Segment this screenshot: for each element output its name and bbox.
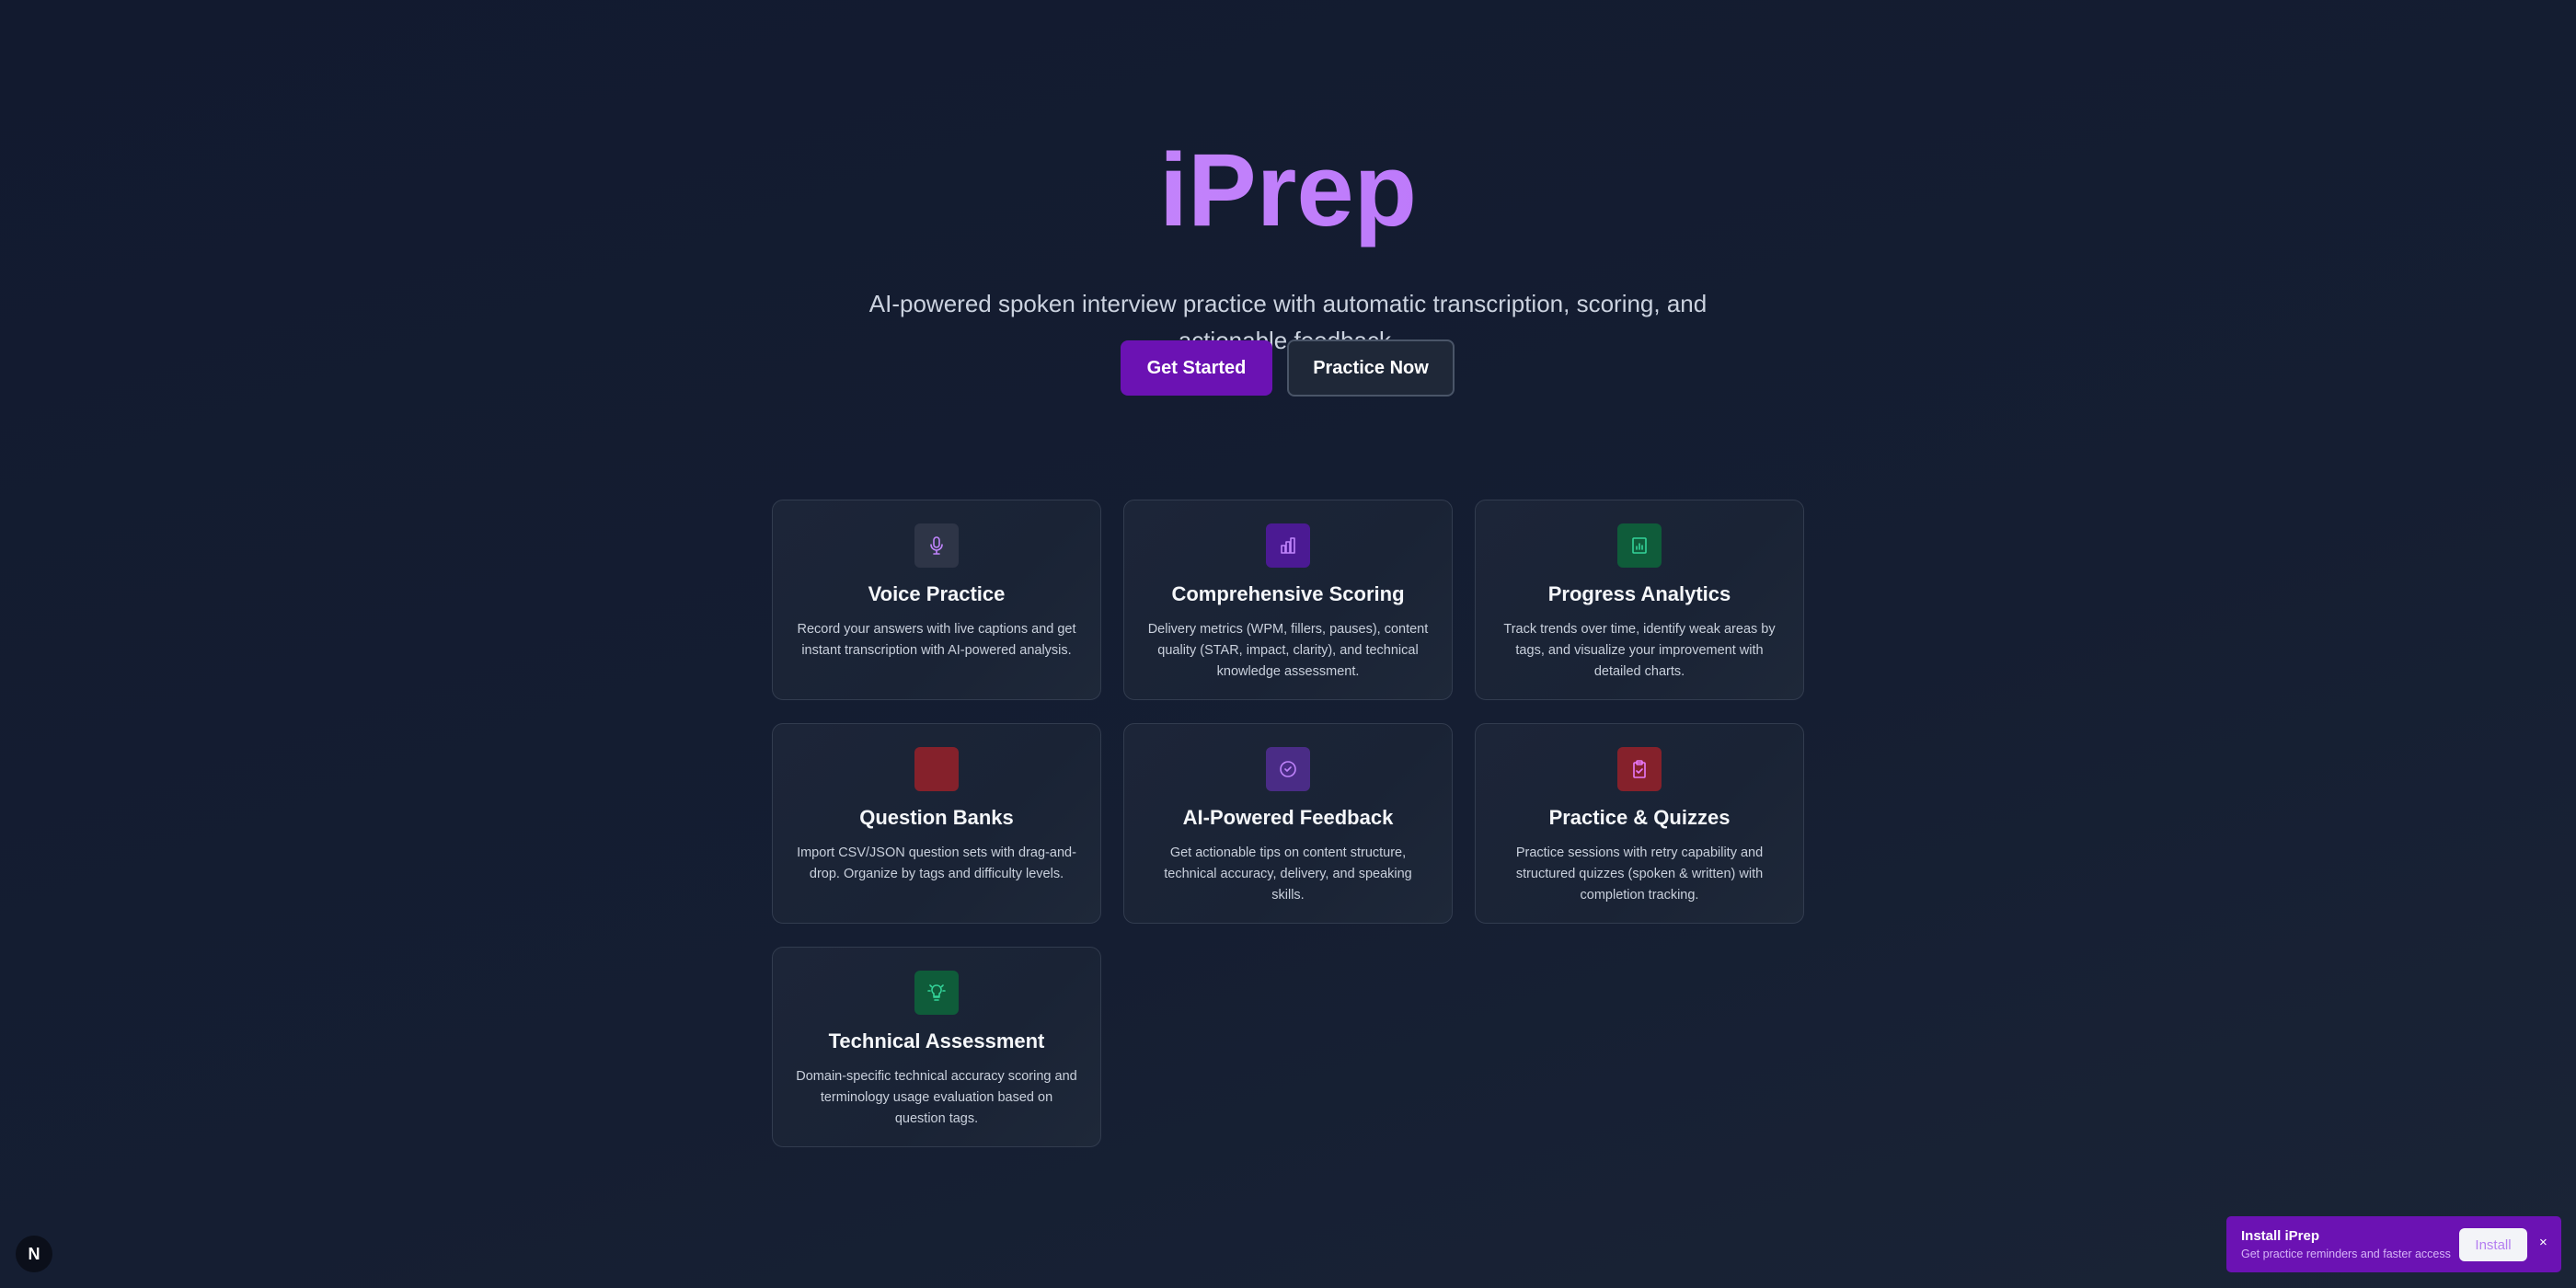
feature-description: Delivery metrics (WPM, fillers, pauses),… xyxy=(1147,622,1429,679)
feature-description: Import CSV/JSON question sets with drag-… xyxy=(797,845,1076,881)
feature-card: Voice Practice Record your answers with … xyxy=(772,500,1101,700)
feature-description: Get actionable tips on content structure… xyxy=(1164,845,1412,903)
feature-description: Practice sessions with retry capability … xyxy=(1515,845,1764,903)
bar-chart-icon xyxy=(1266,523,1310,568)
feature-title: Technical Assessment xyxy=(828,1029,1045,1052)
feature-title: Voice Practice xyxy=(868,582,1006,605)
feature-description: Track trends over time, identify weak ar… xyxy=(1503,622,1776,679)
feature-title: AI-Powered Feedback xyxy=(1182,806,1394,829)
install-banner-title: Install iPrep xyxy=(2241,1228,2320,1244)
feature-card: Technical Assessment Domain-specific tec… xyxy=(772,947,1101,1147)
install-banner-subtitle: Get practice reminders and faster access xyxy=(2241,1248,2451,1260)
feature-title: Progress Analytics xyxy=(1547,582,1731,605)
feature-title: Practice & Quizzes xyxy=(1548,806,1731,829)
get-started-button[interactable]: Get Started xyxy=(1121,340,1272,396)
feature-title: Question Banks xyxy=(859,806,1014,829)
check-circle-icon xyxy=(1266,747,1310,791)
microphone-icon xyxy=(914,523,959,568)
feature-card: Question Banks Import CSV/JSON question … xyxy=(772,723,1101,924)
clipboard-check-icon xyxy=(1617,747,1662,791)
practice-now-button[interactable]: Practice Now xyxy=(1287,339,1455,397)
page-title: iPrep xyxy=(0,129,2576,252)
chart-icon xyxy=(1617,523,1662,568)
feature-card: Practice & Quizzes Practice sessions wit… xyxy=(1475,723,1804,924)
lightbulb-icon xyxy=(914,971,959,1015)
feature-card: Comprehensive Scoring Delivery metrics (… xyxy=(1123,500,1453,700)
install-banner: Install iPrep Get practice reminders and… xyxy=(2226,1216,2561,1272)
nextjs-dev-badge[interactable]: N xyxy=(16,1236,52,1272)
feature-description: Record your answers with live captions a… xyxy=(797,622,1076,658)
blank-icon xyxy=(914,747,959,791)
feature-card: Progress Analytics Track trends over tim… xyxy=(1475,500,1804,700)
close-icon[interactable]: × xyxy=(2539,1235,2547,1250)
feature-card: AI-Powered Feedback Get actionable tips … xyxy=(1123,723,1453,924)
feature-title: Comprehensive Scoring xyxy=(1171,582,1405,605)
install-button[interactable]: Install xyxy=(2459,1228,2527,1261)
feature-description: Domain-specific technical accuracy scori… xyxy=(796,1069,1077,1126)
